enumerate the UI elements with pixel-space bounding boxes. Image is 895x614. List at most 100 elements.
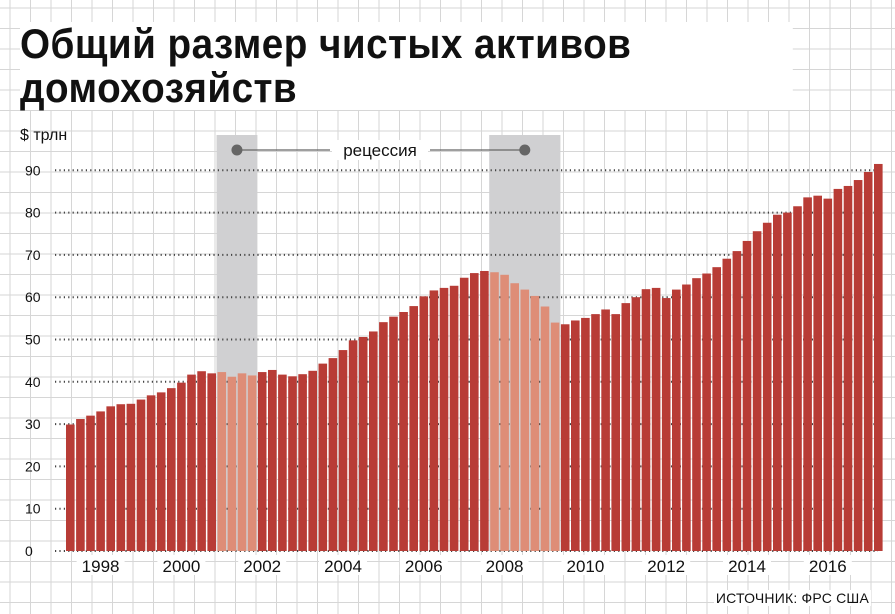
bar	[227, 376, 237, 551]
chart-title-line-2: домохозяйств	[20, 64, 298, 111]
x-tick-label-bg	[157, 555, 206, 575]
bar	[672, 289, 681, 551]
bar	[278, 374, 287, 551]
x-tick-label: 2010	[566, 557, 604, 576]
bar	[308, 370, 317, 551]
bar	[207, 373, 216, 551]
x-tick-label-bg	[642, 555, 691, 575]
bar	[66, 424, 75, 551]
bar	[96, 411, 105, 551]
bar	[459, 277, 469, 551]
x-tick-label: 2012	[647, 557, 685, 576]
bar	[197, 371, 206, 551]
x-tick-label: 2004	[324, 557, 362, 576]
y-tick-label: 70	[25, 247, 41, 263]
bar	[752, 231, 762, 551]
bar	[470, 273, 479, 551]
x-tick-label-bg	[723, 555, 771, 575]
bar	[702, 273, 711, 551]
bar	[863, 171, 873, 551]
source-note: ИСТОЧНИК: ФРС США	[713, 590, 871, 606]
bar	[500, 274, 509, 551]
y-tick-label: 50	[25, 332, 41, 348]
bar	[661, 298, 671, 551]
bar	[823, 198, 833, 552]
bar	[156, 392, 166, 551]
recession-label: рецессия	[343, 141, 417, 160]
bar	[611, 314, 620, 551]
bar	[399, 312, 408, 551]
bar	[591, 314, 600, 551]
bar	[571, 320, 580, 551]
bar	[732, 251, 742, 551]
bar	[439, 287, 449, 551]
bar	[369, 331, 378, 551]
y-tick-label: 90	[25, 162, 41, 178]
bar	[631, 297, 641, 551]
x-tick-label: 2014	[728, 557, 766, 576]
bar	[833, 188, 843, 552]
bar	[762, 222, 772, 551]
bar	[510, 283, 519, 551]
y-tick-label: 40	[25, 374, 41, 390]
bar	[146, 395, 156, 551]
bar	[177, 382, 186, 551]
chart-title: Общий размер чистых активов домохозяйств	[20, 22, 793, 110]
bar	[167, 388, 176, 551]
bar	[217, 372, 227, 551]
bar	[358, 336, 368, 551]
bar	[379, 322, 388, 551]
y-tick-label: 80	[25, 205, 41, 221]
x-tick-label: 2002	[243, 557, 281, 576]
bar	[581, 317, 590, 551]
bar	[187, 374, 196, 551]
bar	[247, 375, 257, 551]
x-tick-label: 1998	[82, 557, 120, 576]
bar	[338, 350, 348, 551]
bar	[257, 372, 267, 551]
y-axis-label: $ трлн	[20, 127, 67, 144]
bar	[803, 197, 812, 551]
bar	[449, 285, 459, 551]
x-tick-label: 2000	[162, 557, 200, 576]
y-tick-label: 10	[25, 501, 41, 517]
y-tick-label: 60	[25, 289, 41, 305]
bar	[651, 287, 661, 551]
x-tick-label: 2016	[809, 557, 847, 576]
bar	[813, 195, 822, 551]
bar	[268, 369, 277, 551]
recession-marker	[231, 144, 243, 156]
bar	[136, 399, 146, 551]
bar	[874, 163, 883, 551]
bar	[641, 289, 651, 551]
bar	[783, 212, 792, 551]
recession-label-bg	[332, 140, 428, 160]
bar	[540, 306, 550, 551]
bar	[682, 284, 691, 551]
x-tick-label-bg	[76, 555, 125, 575]
x-tick-label-bg	[803, 555, 852, 575]
bar	[712, 267, 721, 551]
bar	[348, 340, 358, 551]
bar	[237, 373, 247, 551]
bar	[742, 240, 752, 552]
bar	[530, 295, 540, 551]
x-tick-label-bg	[399, 555, 448, 575]
bar	[793, 206, 802, 551]
x-tick-label: 2008	[486, 557, 524, 576]
bar	[76, 419, 85, 551]
chart-title-line-1: Общий размер чистых активов	[20, 20, 632, 67]
recession-marker	[519, 144, 531, 156]
y-tick-label: 0	[25, 543, 33, 559]
bar	[126, 403, 136, 551]
bar	[429, 290, 439, 551]
bar	[843, 185, 853, 552]
bar	[116, 404, 126, 551]
bar	[480, 270, 489, 551]
bar	[773, 214, 782, 551]
bar	[692, 278, 701, 551]
bar	[288, 376, 297, 551]
x-tick-label: 2006	[405, 557, 443, 576]
x-tick-label-bg	[319, 555, 367, 575]
